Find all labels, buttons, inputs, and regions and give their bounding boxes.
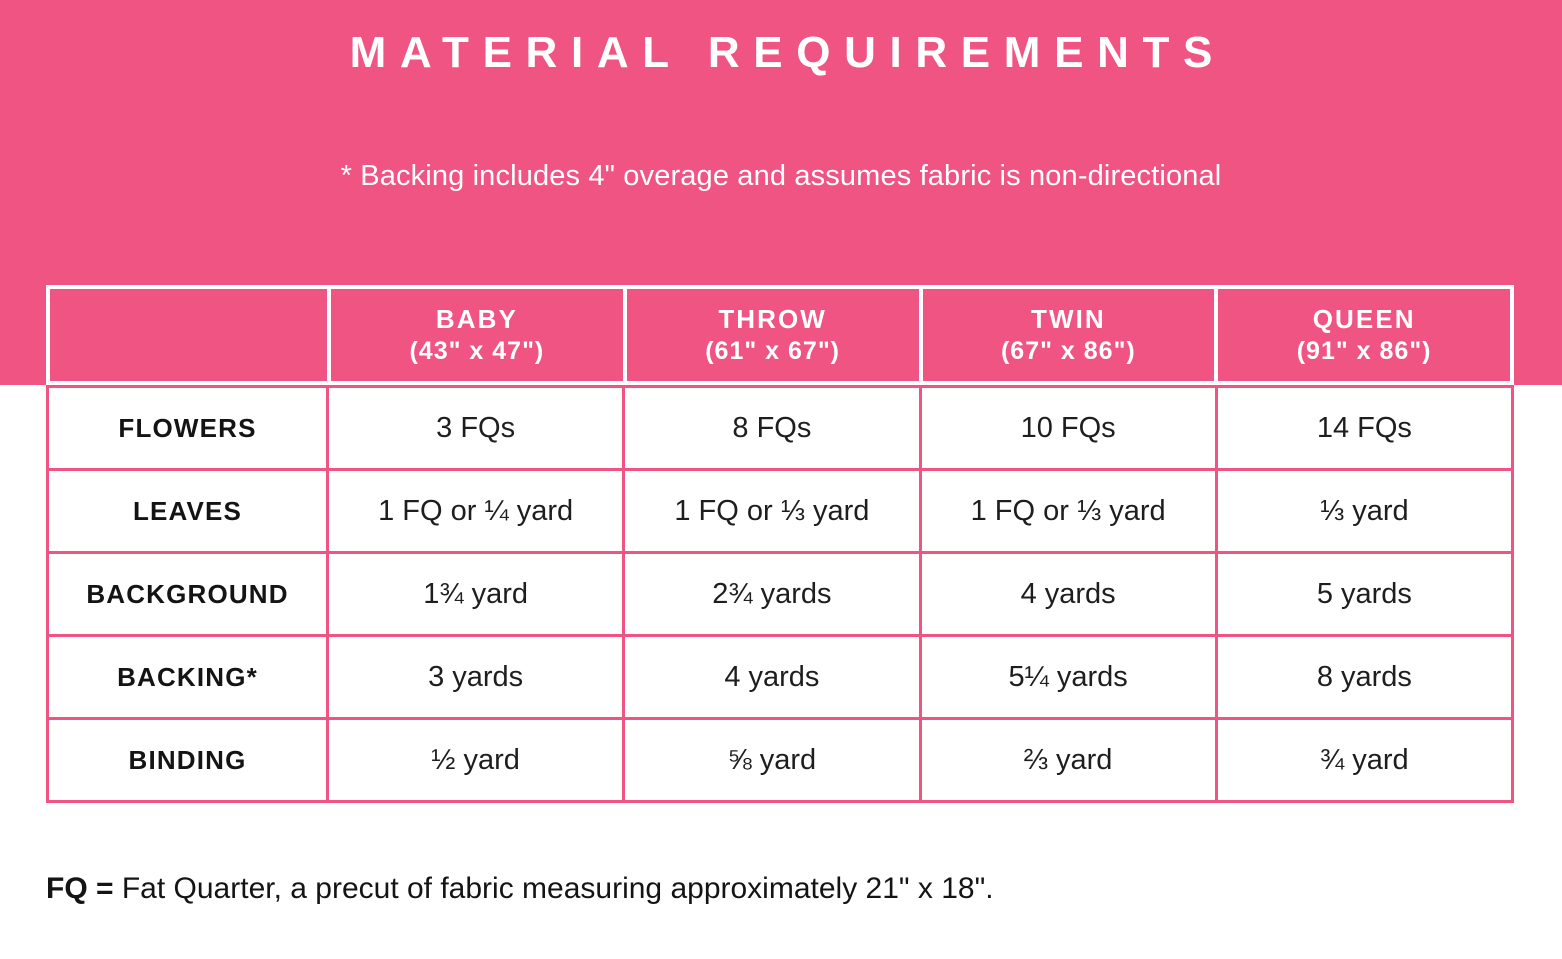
column-dimensions: (67" x 86") — [1000, 336, 1136, 365]
cell-binding-queen: ¾ yard — [1217, 720, 1511, 800]
table-header-row: BABY (43" x 47") THROW (61" x 67") TWIN … — [46, 285, 1514, 385]
cell-background-baby: 1¾ yard — [329, 554, 623, 634]
cell-binding-twin: ⅔ yard — [921, 720, 1215, 800]
row-label-background: BACKGROUND — [49, 554, 326, 634]
cell-leaves-baby: 1 FQ or ¼ yard — [329, 471, 623, 551]
cell-backing-queen: 8 yards — [1217, 637, 1511, 717]
cell-background-queen: 5 yards — [1217, 554, 1511, 634]
column-dimensions: (43" x 47") — [409, 336, 545, 365]
table-body: FLOWERS 3 FQs 8 FQs 10 FQs 14 FQs LEAVES… — [46, 385, 1514, 803]
cell-flowers-baby: 3 FQs — [329, 388, 623, 468]
column-header-twin: TWIN (67" x 86") — [922, 289, 1215, 381]
cell-background-twin: 4 yards — [921, 554, 1215, 634]
fq-definition-text: Fat Quarter, a precut of fabric measurin… — [121, 872, 994, 905]
column-name: BABY — [435, 304, 518, 335]
row-label-flowers: FLOWERS — [49, 388, 326, 468]
cell-leaves-twin: 1 FQ or ⅓ yard — [921, 471, 1215, 551]
column-header-queen: QUEEN (91" x 86") — [1218, 289, 1510, 381]
cell-binding-baby: ½ yard — [329, 720, 623, 800]
column-dimensions: (61" x 67") — [705, 336, 841, 365]
cell-leaves-queen: ⅓ yard — [1217, 471, 1511, 551]
cell-backing-baby: 3 yards — [329, 637, 623, 717]
cell-background-throw: 2¾ yards — [625, 554, 919, 634]
fq-abbreviation: FQ = — [46, 872, 122, 905]
column-dimensions: (91" x 86") — [1296, 336, 1432, 365]
table-corner-cell — [50, 289, 327, 381]
column-name: THROW — [718, 304, 827, 335]
column-header-baby: BABY (43" x 47") — [331, 289, 623, 381]
cell-flowers-throw: 8 FQs — [625, 388, 919, 468]
cell-flowers-queen: 14 FQs — [1217, 388, 1511, 468]
column-name: TWIN — [1031, 304, 1106, 335]
cell-backing-throw: 4 yards — [625, 637, 919, 717]
cell-binding-throw: ⅝ yard — [625, 720, 919, 800]
row-label-binding: BINDING — [49, 720, 326, 800]
cell-leaves-throw: 1 FQ or ⅓ yard — [625, 471, 919, 551]
row-label-leaves: LEAVES — [49, 471, 326, 551]
fq-definition-footnote: FQ = Fat Quarter, a precut of fabric mea… — [46, 872, 994, 906]
backing-note: * Backing includes 4" overage and assume… — [340, 160, 1222, 192]
cell-flowers-twin: 10 FQs — [921, 388, 1215, 468]
column-name: QUEEN — [1312, 304, 1416, 335]
column-header-throw: THROW (61" x 67") — [626, 289, 919, 381]
cell-backing-twin: 5¼ yards — [921, 637, 1215, 717]
page-title: MATERIAL REQUIREMENTS — [349, 28, 1226, 77]
row-label-backing: BACKING* — [49, 637, 326, 717]
